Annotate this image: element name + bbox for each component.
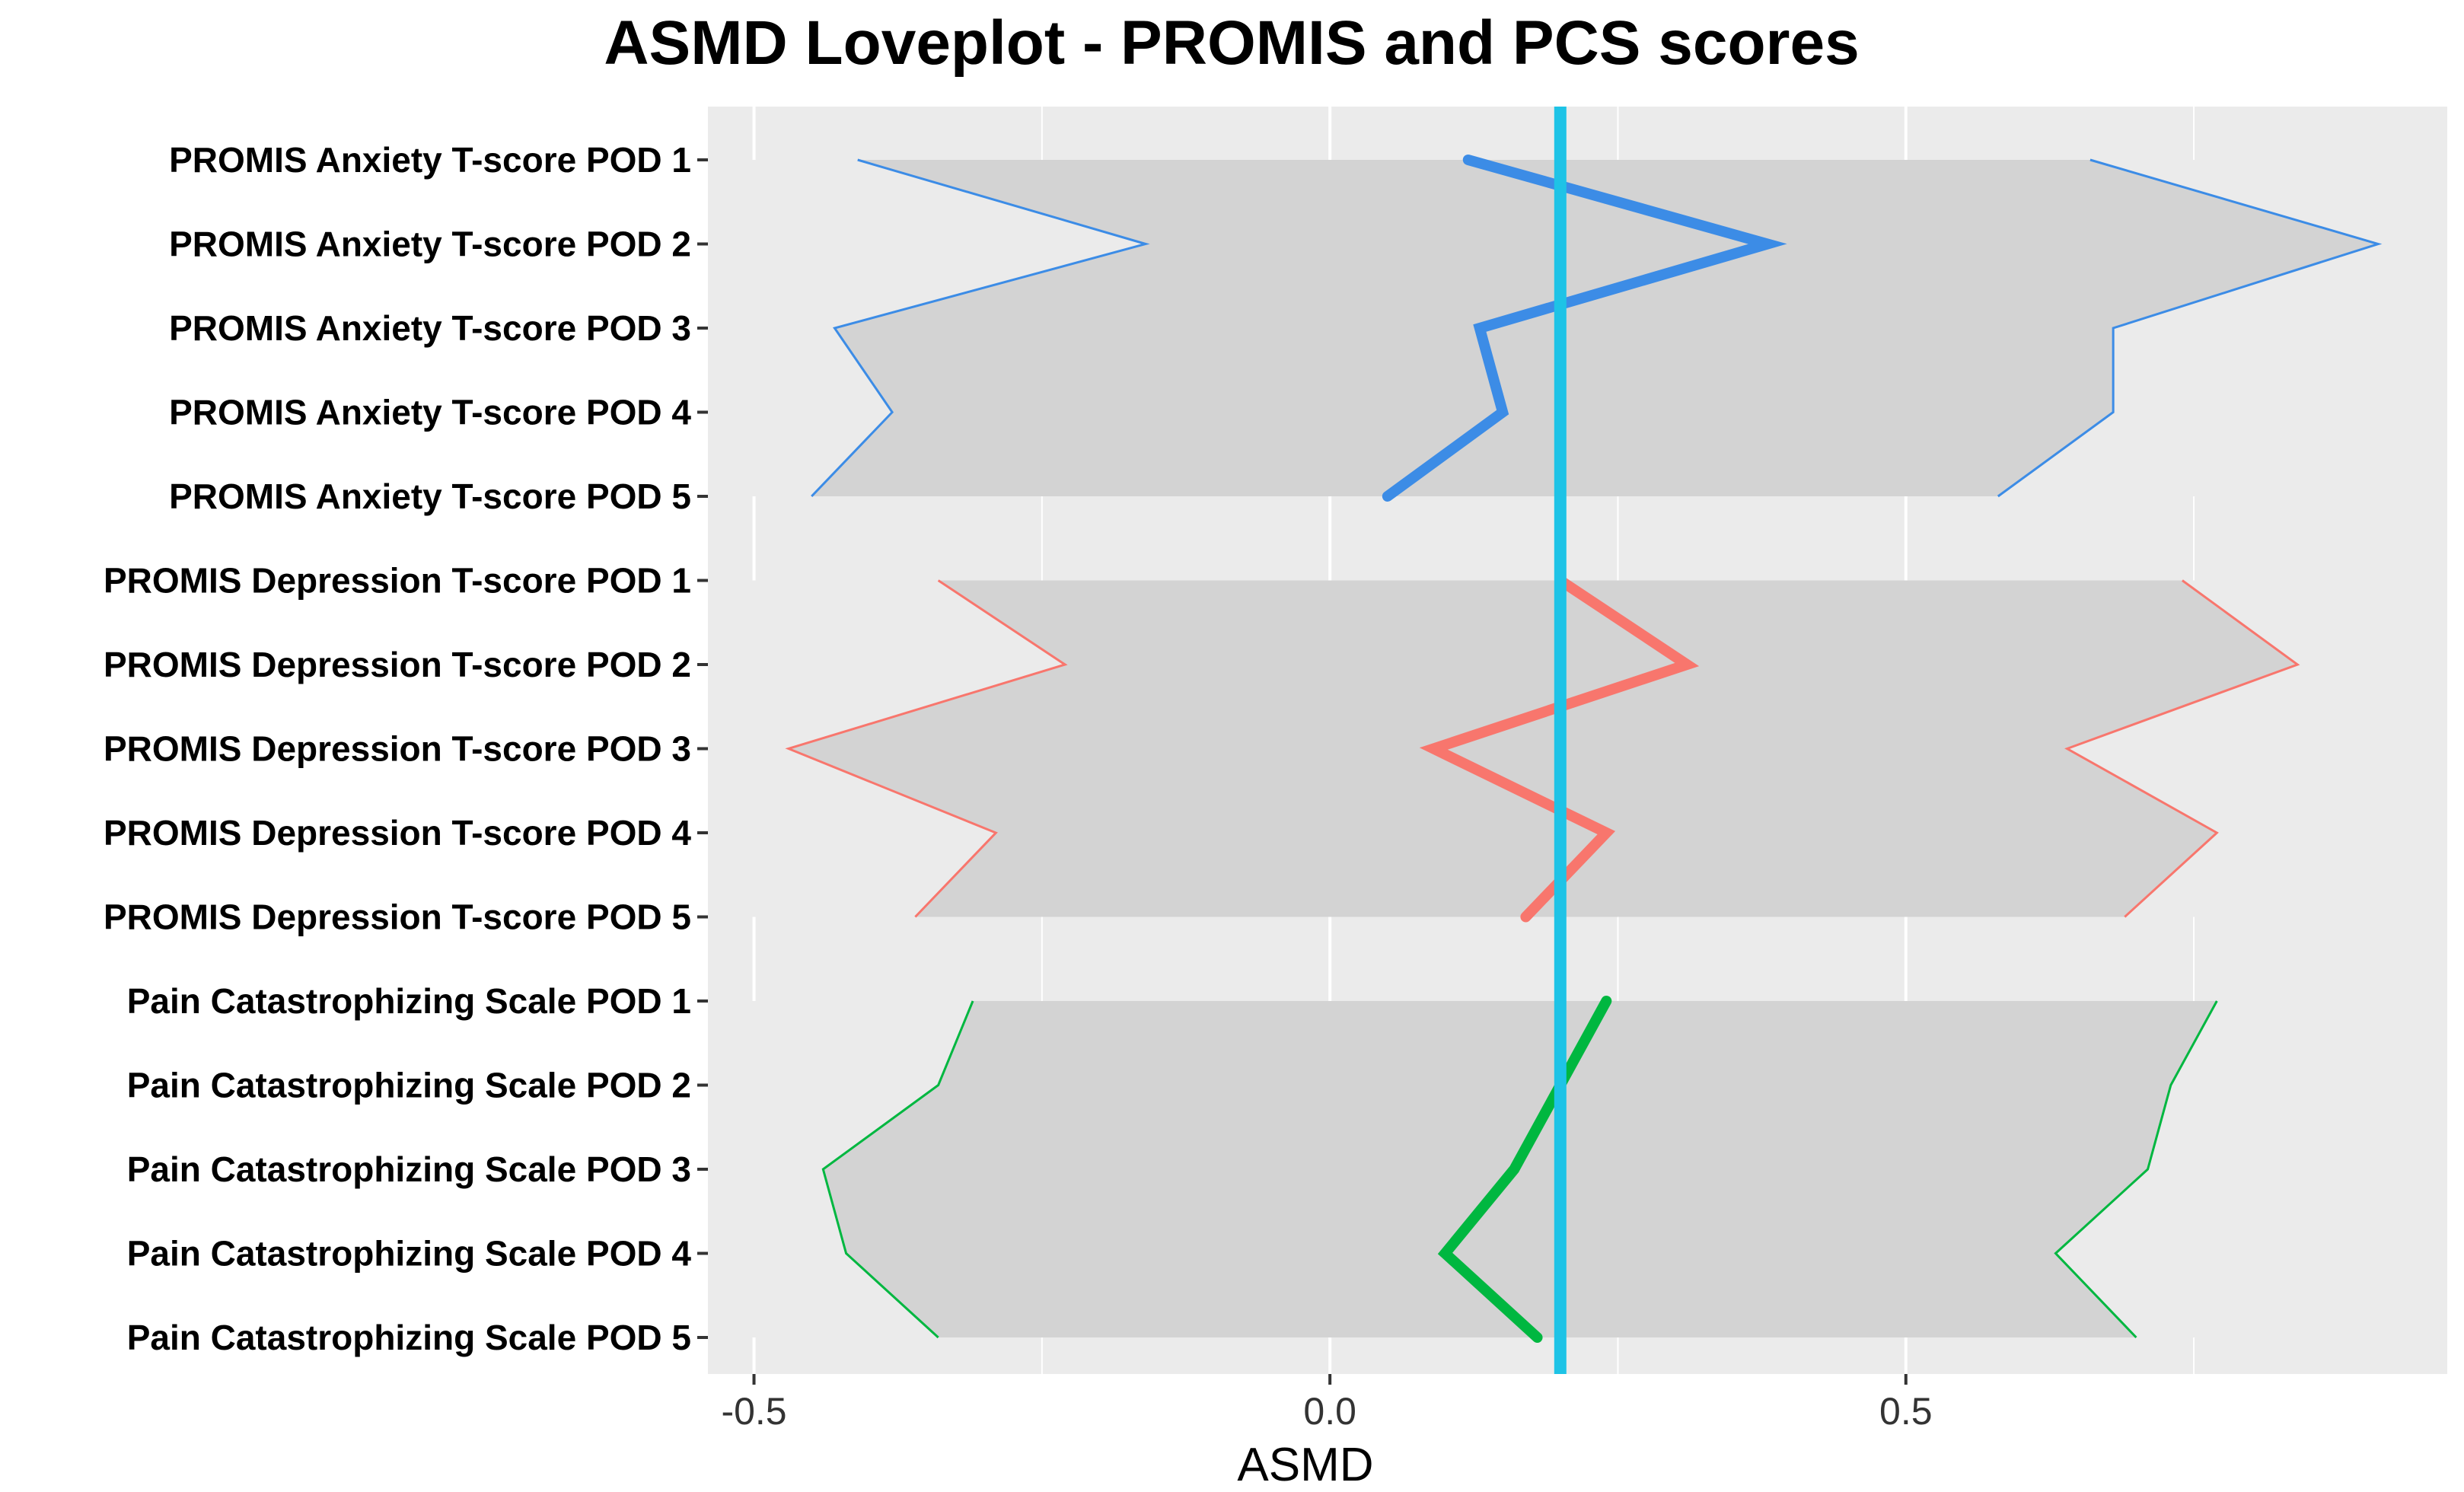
- ribbon-outer-left-2: [708, 1001, 974, 1337]
- series-lower-bound-0: [811, 158, 1150, 498]
- y-tick-label-13: Pain Catastrophizing Scale POD 4: [127, 1234, 692, 1274]
- y-tick-label-0: PROMIS Anxiety T-score POD 1: [169, 140, 691, 180]
- y-tick-label-9: PROMIS Depression T-score POD 5: [104, 897, 691, 937]
- series-upper-bound-2: [2054, 1000, 2218, 1339]
- y-tick-label-1: PROMIS Anxiety T-score POD 2: [169, 225, 691, 264]
- y-tick-label-4: PROMIS Anxiety T-score POD 5: [169, 477, 691, 516]
- y-axis: PROMIS Anxiety T-score POD 1 PROMIS Anxie…: [104, 140, 708, 1357]
- series-estimate-line-1: [1419, 575, 1700, 923]
- series-lower-bound-2: [821, 1000, 974, 1339]
- y-tick-label-3: PROMIS Anxiety T-score POD 4: [169, 393, 691, 432]
- y-tick-label-8: PROMIS Depression T-score POD 4: [104, 813, 691, 853]
- x-axis: -0.5 0.0 0.5: [721, 1374, 1933, 1433]
- ribbon-outer-right-1: [2067, 580, 2447, 917]
- y-tick-label-6: PROMIS Depression T-score POD 2: [104, 645, 691, 684]
- series-lower-bound-1: [785, 579, 1068, 918]
- y-tick-label-2: PROMIS Anxiety T-score POD 3: [169, 308, 691, 348]
- ribbon-outer-left-1: [708, 580, 1066, 917]
- chart-title: ASMD Loveplot - PROMIS and PCS scores: [604, 8, 1859, 78]
- y-tick-label-11: Pain Catastrophizing Scale POD 2: [127, 1066, 691, 1105]
- y-tick-label-5: PROMIS Depression T-score POD 1: [104, 561, 691, 601]
- ribbon-outer-right-2: [2055, 1001, 2447, 1337]
- series-upper-bound-0: [1997, 158, 2383, 498]
- x-tick-label-1: 0.0: [1303, 1390, 1356, 1433]
- y-tick-label-14: Pain Catastrophizing Scale POD 5: [127, 1318, 691, 1357]
- series-estimate-line-0: [1382, 155, 1787, 502]
- ribbon-outer-right-0: [1997, 160, 2447, 496]
- y-tick-label-10: Pain Catastrophizing Scale POD 1: [127, 981, 691, 1021]
- y-tick-label-12: Pain Catastrophizing Scale POD 3: [127, 1149, 691, 1189]
- series-upper-bound-1: [2064, 579, 2300, 918]
- confidence-ribbons: [708, 160, 2447, 1337]
- x-axis-title: ASMD: [1237, 1439, 1373, 1491]
- series-lines: [785, 155, 2383, 1343]
- y-tick-label-7: PROMIS Depression T-score POD 3: [104, 729, 691, 769]
- series-estimate-line-2: [1437, 996, 1612, 1343]
- ribbon-outer-left-0: [708, 160, 1146, 496]
- x-tick-label-0: -0.5: [721, 1390, 786, 1433]
- x-tick-label-2: 0.5: [1879, 1390, 1933, 1433]
